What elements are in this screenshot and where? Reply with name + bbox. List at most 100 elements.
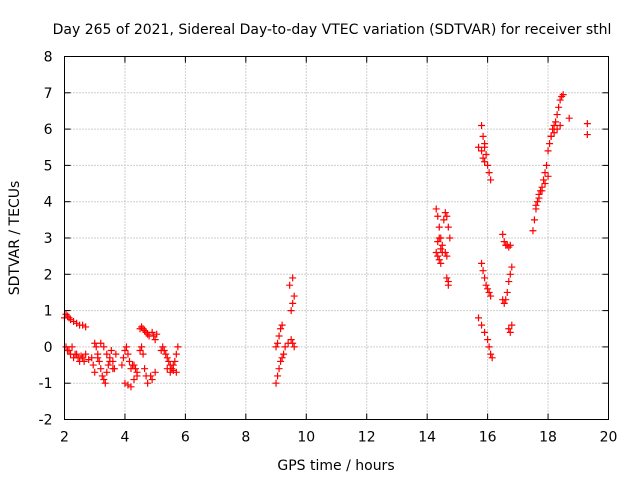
data-point: [153, 330, 161, 338]
data-point: [556, 96, 564, 104]
data-point: [533, 198, 541, 206]
y-axis-label: SDTVAR / TECUs: [7, 181, 23, 296]
data-point: [444, 281, 452, 289]
data-point: [540, 176, 548, 184]
data-point: [541, 180, 549, 188]
data-point: [481, 328, 489, 336]
data-point: [484, 336, 492, 344]
data-point: [139, 350, 147, 358]
data-point: [159, 343, 167, 351]
data-point: [132, 365, 140, 373]
data-point: [98, 372, 106, 380]
data-point: [506, 241, 514, 249]
data-point: [550, 129, 558, 137]
data-point: [88, 354, 96, 362]
x-tick-label: 18: [539, 430, 557, 446]
data-point: [508, 263, 516, 271]
data-point: [506, 328, 514, 336]
data-point: [274, 372, 282, 380]
data-point: [558, 92, 566, 100]
data-point: [172, 368, 180, 376]
data-point: [62, 343, 70, 351]
data-point: [100, 343, 108, 351]
data-point: [550, 121, 558, 129]
data-point: [133, 368, 141, 376]
y-tick-label: 3: [44, 231, 53, 247]
data-point: [482, 281, 490, 289]
data-point: [499, 230, 507, 238]
data-point: [151, 336, 159, 344]
data-point: [583, 120, 591, 128]
data-point: [502, 296, 510, 304]
data-point: [80, 357, 88, 365]
data-point: [487, 292, 495, 300]
data-point: [290, 292, 298, 300]
data-point: [441, 209, 449, 217]
data-point: [535, 194, 543, 202]
data-point: [435, 234, 443, 242]
data-point: [100, 376, 108, 384]
data-point: [125, 357, 133, 365]
data-point: [541, 169, 549, 177]
data-point: [506, 270, 514, 278]
data-point: [68, 343, 76, 351]
data-point: [104, 361, 112, 369]
data-point: [148, 376, 156, 384]
data-point: [82, 350, 90, 358]
x-tick-label: 8: [241, 430, 250, 446]
data-point: [434, 238, 442, 246]
data-point: [119, 354, 127, 362]
data-point: [275, 332, 283, 340]
data-point: [544, 147, 552, 155]
data-point: [287, 336, 295, 344]
data-point: [487, 350, 495, 358]
data-point: [530, 216, 538, 224]
data-point: [277, 357, 285, 365]
y-tick-labels: -2 -1 0 1 2 3 4 5 6 7 8: [39, 50, 53, 429]
data-point: [106, 357, 114, 365]
data-point: [432, 249, 440, 257]
data-point: [438, 241, 446, 249]
y-tick-label: 7: [44, 86, 53, 102]
data-point: [441, 249, 449, 257]
x-tick-label: 4: [120, 430, 129, 446]
y-tick-label: 2: [44, 267, 53, 283]
data-point: [434, 252, 442, 260]
data-point: [488, 354, 496, 362]
y-tick-label: 5: [44, 158, 53, 174]
data-point: [107, 347, 115, 355]
x-tick-label: 14: [418, 430, 436, 446]
data-point: [286, 281, 294, 289]
data-point: [444, 223, 452, 231]
data-point: [478, 259, 486, 267]
data-point: [446, 234, 454, 242]
data-point: [481, 140, 489, 148]
data-point: [281, 343, 289, 351]
data-point: [103, 368, 111, 376]
data-point: [435, 256, 443, 264]
data-point: [443, 274, 451, 282]
data-point: [443, 212, 451, 220]
data-point: [89, 361, 97, 369]
data-point: [559, 91, 567, 99]
data-point: [77, 352, 85, 360]
data-point: [287, 307, 295, 315]
y-tick-label: 8: [44, 50, 53, 66]
data-point: [505, 278, 513, 286]
x-tick-label: 12: [358, 430, 376, 446]
data-point: [144, 379, 152, 387]
data-point: [552, 118, 560, 126]
data-point: [160, 347, 168, 355]
data-point: [272, 379, 280, 387]
data-point: [553, 111, 561, 119]
data-point: [103, 350, 111, 358]
data-point: [289, 299, 297, 307]
data-point: [130, 376, 138, 384]
data-point: [532, 201, 540, 209]
data-point: [479, 132, 487, 140]
data-point: [118, 361, 126, 369]
data-point: [94, 354, 102, 362]
data-point: [485, 169, 493, 177]
data-point: [122, 343, 130, 351]
